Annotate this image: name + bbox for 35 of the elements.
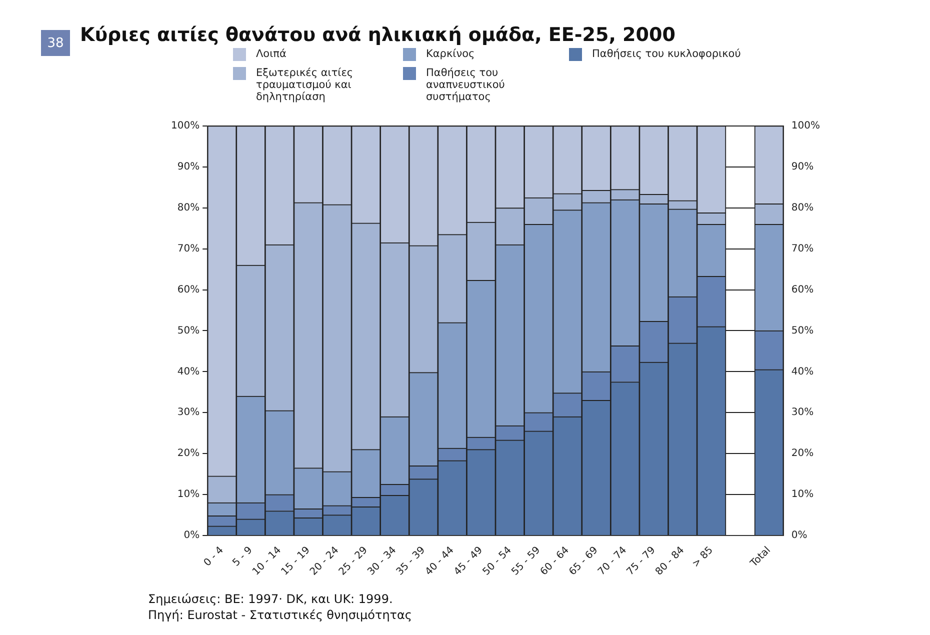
y-tick-label: 0%: [184, 530, 200, 542]
y-tick-label: 20%: [177, 448, 200, 460]
legend-label: Εξωτερικές αιτίες τραυματισμού και δηλητηρίαση: [256, 67, 354, 103]
y-tick-label: 100%: [170, 120, 200, 132]
y2-tick-label: 60%: [791, 284, 814, 296]
x-tick-label: 5 - 9: [230, 544, 255, 569]
chart-title: Κύριες αιτίες θανάτου ανά ηλικιακή ομάδα, ΕΕ-25, 2000: [80, 24, 676, 46]
x-tick-label: > 85: [690, 544, 716, 570]
y2-tick-label: 0%: [791, 530, 808, 542]
y2-tick-label: 90%: [791, 162, 814, 173]
y-tick-label: 60%: [177, 284, 200, 296]
y-tick-label: 80%: [177, 202, 200, 214]
text: 38: [41, 30, 70, 56]
x-tick-label: 0 - 4: [202, 544, 226, 569]
y2-tick-label: 40%: [791, 366, 814, 378]
y-tick-label: 50%: [177, 325, 200, 336]
text: Σημειώσεις: BE: 1997· DK, και UK: 1999.: [148, 591, 394, 607]
legend-label: Λοιπά: [256, 48, 286, 60]
y-tick-label: 40%: [177, 366, 200, 378]
y2-tick-label: 70%: [791, 243, 814, 254]
legend-label: Παθήσεις του αναπνευστικού συστήματος: [426, 67, 506, 103]
text: Πηγή: Eurostat - Στατιστικές θνησιμότητας: [148, 607, 412, 623]
y-tick-label: 90%: [177, 162, 200, 173]
y-tick-label: 10%: [177, 489, 200, 500]
y2-tick-label: 30%: [791, 407, 814, 418]
x-tick-label: 80 - 84: [654, 544, 687, 578]
y-tick-label: 30%: [177, 407, 200, 418]
y2-tick-label: 10%: [791, 489, 814, 500]
legend-label: Καρκίνος: [426, 48, 475, 60]
y2-tick-label: 20%: [791, 448, 814, 460]
legend-label: Παθήσεις του κυκλοφορικού: [592, 48, 741, 60]
y2-tick-label: 100%: [791, 120, 820, 132]
y-tick-label: 70%: [177, 243, 200, 254]
y2-tick-label: 50%: [791, 325, 814, 336]
y2-tick-label: 80%: [791, 202, 814, 214]
